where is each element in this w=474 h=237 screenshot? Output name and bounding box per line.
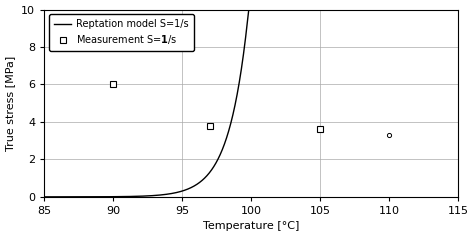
Legend: Reptation model S=1/s, Measurement S=$\mathbf{1}$/s: Reptation model S=1/s, Measurement S=$\m… — [49, 14, 194, 51]
Y-axis label: True stress [MPa]: True stress [MPa] — [6, 56, 16, 151]
X-axis label: Temperature [°C]: Temperature [°C] — [203, 221, 299, 232]
